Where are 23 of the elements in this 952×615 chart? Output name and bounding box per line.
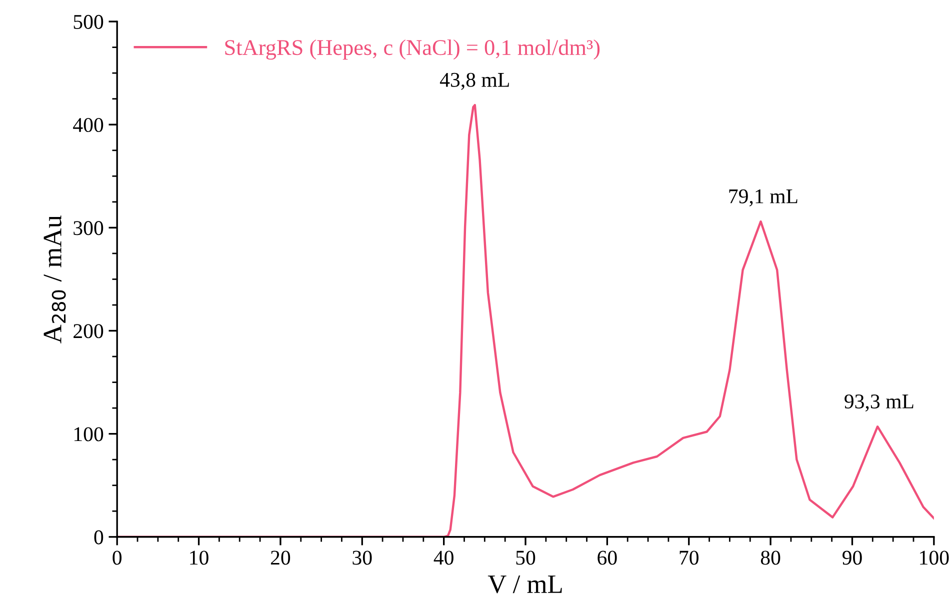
x-tick-label: 0 [112,550,122,565]
y-tick-label: 500 [74,14,104,29]
x-tick-label: 30 [352,550,372,565]
annotation: 43,8 mL [440,72,509,90]
y-tick-label: 400 [73,118,104,132]
y-tick-label: 100 [74,427,104,442]
annotation: 93,3 mL [844,394,914,412]
x-tick-label: 70 [680,550,698,565]
x-tick-label: 10 [190,550,208,565]
legend-label: StArgRS (Hepes, c (NaCl) = 0,1 mol/dm³) [225,39,600,60]
x-tick-label: 80 [760,550,780,565]
x-tick-label: 50 [516,550,536,565]
x-tick-label: 20 [270,550,290,565]
x-tick-label: 90 [842,550,862,565]
y-tick-label: 200 [74,324,104,338]
y-axis-title: A$_{280}$ / mAu [44,215,66,344]
x-tick-label: 100 [920,550,949,565]
x-axis-title: V / mL [488,575,562,594]
annotation: 79,1 mL [729,189,798,206]
x-tick-label: 60 [598,550,617,565]
y-tick-label: 300 [74,221,104,236]
y-tick-label: 0 [94,530,104,544]
x-tick-label: 40 [434,550,454,565]
